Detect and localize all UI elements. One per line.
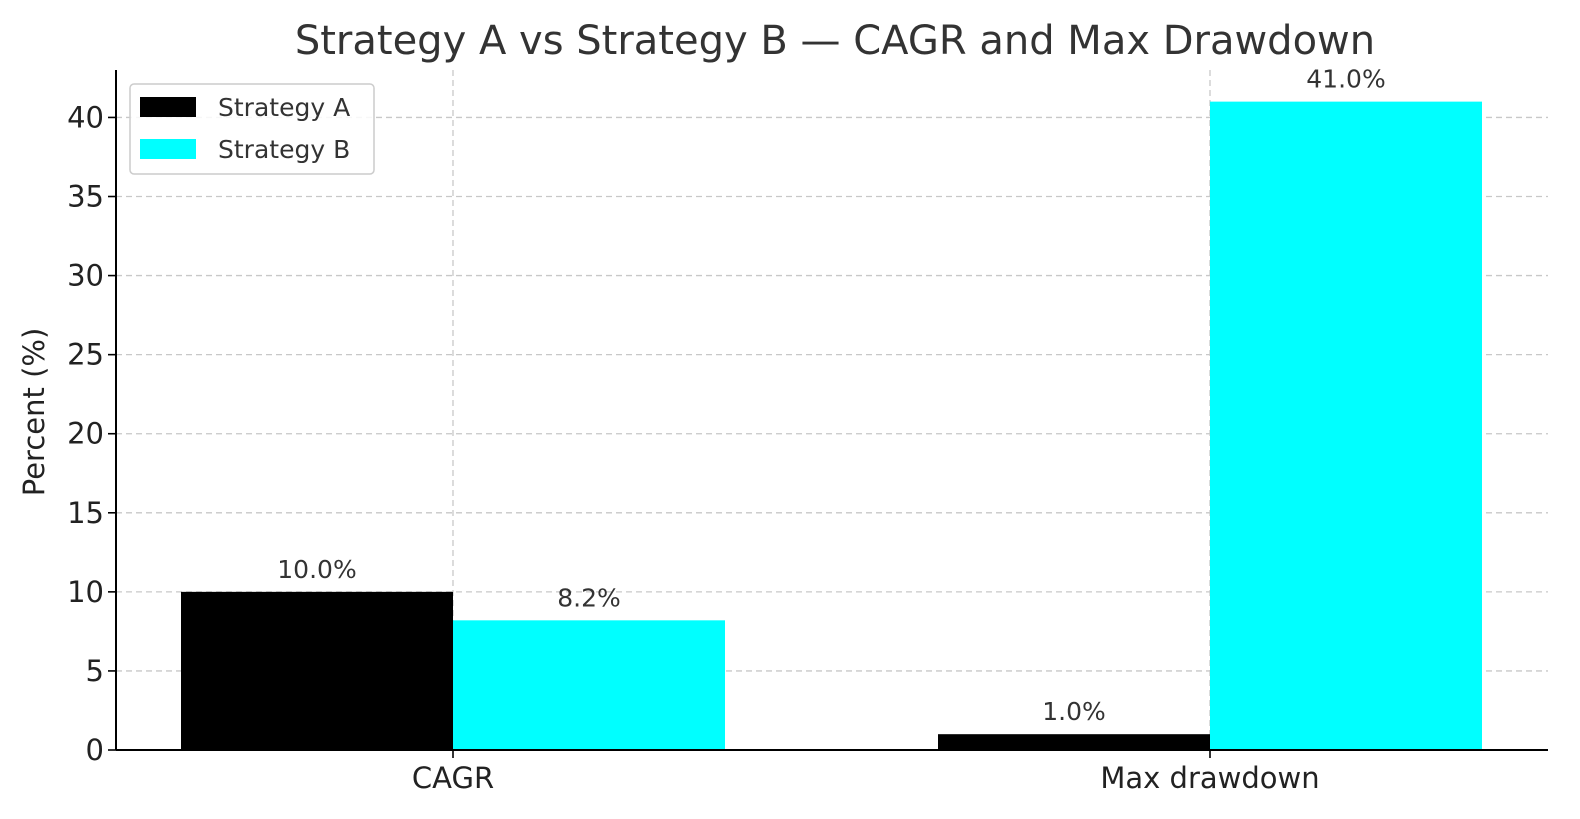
legend-label: Strategy A (218, 93, 350, 122)
chart-title: Strategy A vs Strategy B — CAGR and Max … (295, 18, 1375, 64)
bar (938, 734, 1210, 750)
legend-swatch (140, 139, 196, 159)
legend: Strategy A Strategy B (129, 83, 375, 175)
y-tick-label: 25 (67, 338, 104, 372)
bar-value-label: 8.2% (557, 583, 621, 612)
y-tick-label: 5 (86, 654, 104, 688)
bar-value-label: 41.0% (1306, 65, 1385, 94)
y-tick-label: 15 (67, 496, 104, 530)
x-axis-ticks: CAGR Max drawdown (412, 750, 1320, 795)
y-tick-label: 35 (67, 180, 104, 214)
y-axis-ticks: 0 5 10 15 20 25 30 35 40 (67, 100, 116, 767)
bar-value-labels: 10.0% 8.2% 1.0% 41.0% (277, 65, 1385, 727)
x-tick-label: CAGR (412, 761, 494, 795)
legend-label: Strategy B (218, 135, 350, 164)
y-tick-label: 20 (67, 417, 104, 451)
bar (453, 620, 725, 750)
bar-value-label: 10.0% (277, 555, 356, 584)
y-tick-label: 40 (67, 100, 104, 134)
y-tick-label: 0 (86, 733, 104, 767)
y-tick-label: 10 (67, 575, 104, 609)
bars (181, 101, 1482, 750)
bar (1210, 101, 1482, 750)
axes (115, 70, 1548, 751)
x-tick-label: Max drawdown (1100, 761, 1319, 795)
bar-value-label: 1.0% (1042, 697, 1106, 726)
y-tick-label: 30 (67, 259, 104, 293)
y-axis-label: Percent (%) (17, 328, 51, 497)
bar (181, 591, 453, 750)
legend-swatch (140, 97, 196, 117)
